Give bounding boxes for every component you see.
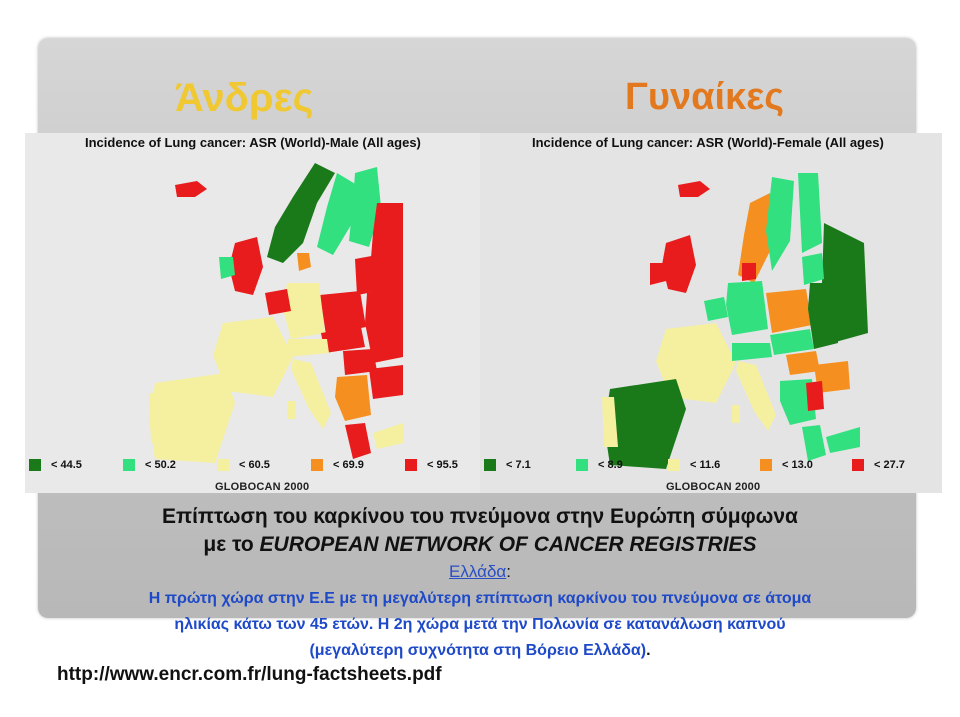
legend-label: < 27.7 [874, 459, 905, 471]
female-map-panel: Incidence of Lung cancer: ASR (World)-Fe… [480, 133, 942, 493]
legend-label: < 44.5 [51, 459, 82, 471]
men-heading: Άνδρες [175, 76, 314, 120]
legend-item: < 11.6 [668, 459, 760, 471]
male-map-panel: Incidence of Lung cancer: ASR (World)-Ma… [25, 133, 483, 493]
legend-label: < 95.5 [427, 459, 458, 471]
legend-swatch [217, 459, 229, 471]
legend-item: < 50.2 [123, 459, 217, 471]
caption-line-4: Η πρώτη χώρα στην Ε.Ε με τη μεγαλύτερη ε… [148, 590, 812, 607]
caption-line-6-end: . [646, 642, 651, 659]
country-colon: : [506, 562, 511, 581]
caption-line-1: Επίπτωση του καρκίνου του πνεύμονα στην … [162, 505, 798, 528]
legend-label: < 7.1 [506, 459, 531, 471]
caption-line-6: (μεγαλύτερη συχνότητα στη Βόρειο Ελλάδα)… [0, 642, 960, 660]
caption-line-2: με το EUROPEAN NETWORK OF CANCER REGISTR… [0, 533, 960, 557]
legend-swatch [311, 459, 323, 471]
legend-label: < 8.9 [598, 459, 623, 471]
legend-swatch [29, 459, 41, 471]
legend-label: < 13.0 [782, 459, 813, 471]
legend-swatch [484, 459, 496, 471]
female-map-source: GLOBOCAN 2000 [666, 481, 761, 493]
legend-label: < 60.5 [239, 459, 270, 471]
caption-country-line: Ελλάδα: [0, 562, 960, 582]
legend-item: < 27.7 [852, 459, 944, 471]
female-europe-map [602, 173, 868, 469]
male-map-source: GLOBOCAN 2000 [215, 481, 310, 493]
caption-line-6-text: (μεγαλύτερη συχνότητα στη Βόρειο Ελλάδα) [309, 642, 647, 659]
legend-item: < 7.1 [484, 459, 576, 471]
male-europe-map [149, 163, 403, 463]
legend-label: < 69.9 [333, 459, 364, 471]
legend-swatch [668, 459, 680, 471]
legend-label: < 11.6 [690, 459, 721, 471]
legend-swatch [123, 459, 135, 471]
female-map-title: Incidence of Lung cancer: ASR (World)-Fe… [532, 135, 884, 150]
women-heading: Γυναίκες [625, 76, 784, 118]
legend-item: < 13.0 [760, 459, 852, 471]
legend-swatch [576, 459, 588, 471]
legend-swatch [760, 459, 772, 471]
legend-item: < 44.5 [29, 459, 123, 471]
legend-swatch [852, 459, 864, 471]
male-legend: < 44.5 < 50.2 < 60.5 < 69.9 < 95.5 [29, 459, 499, 471]
legend-item: < 95.5 [405, 459, 499, 471]
legend-item: < 8.9 [576, 459, 668, 471]
legend-item: < 60.5 [217, 459, 311, 471]
encr-name: EUROPEAN NETWORK OF CANCER REGISTRIES [259, 533, 757, 556]
male-map-title: Incidence of Lung cancer: ASR (World)-Ma… [85, 135, 421, 150]
country-name: Ελλάδα [449, 562, 507, 581]
legend-swatch [405, 459, 417, 471]
caption-line-2-prefix: με το [203, 533, 260, 556]
source-url[interactable]: http://www.encr.com.fr/lung-factsheets.p… [55, 662, 467, 688]
legend-label: < 50.2 [145, 459, 176, 471]
female-legend: < 7.1 < 8.9 < 11.6 < 13.0 < 27.7 [484, 459, 944, 471]
legend-item: < 69.9 [311, 459, 405, 471]
caption-line-5: ηλικίας κάτω των 45 ετών. Η 2η χώρα μετά… [174, 616, 786, 633]
